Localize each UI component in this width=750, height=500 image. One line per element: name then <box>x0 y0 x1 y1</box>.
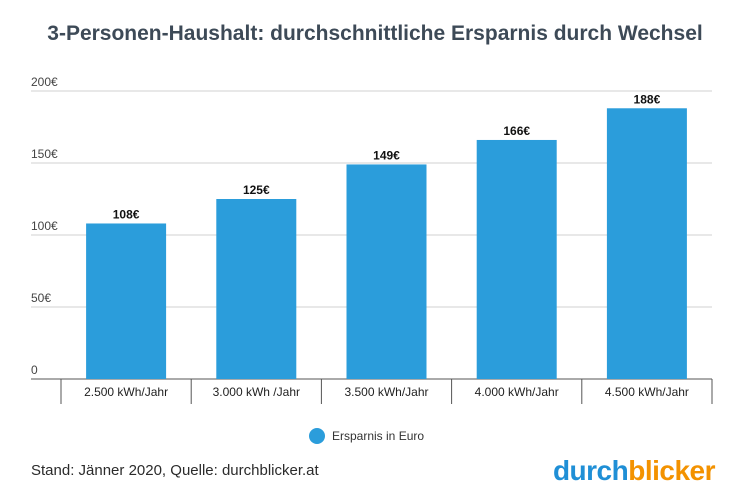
y-tick-label: 0 <box>31 363 38 377</box>
y-tick-label: 200€ <box>31 75 58 89</box>
legend-marker <box>309 428 325 444</box>
bar-data-label: 125€ <box>243 183 270 197</box>
y-tick-label: 150€ <box>31 147 58 161</box>
legend-label: Ersparnis in Euro <box>332 429 424 443</box>
x-tick-label: 3.500 kWh/Jahr <box>344 385 428 399</box>
x-tick-label: 4.500 kWh/Jahr <box>605 385 689 399</box>
bar <box>346 164 427 379</box>
chart-title: 3-Personen-Haushalt: durchschnittliche E… <box>47 22 703 45</box>
source-note: Stand: Jänner 2020, Quelle: durchblicker… <box>31 462 319 479</box>
bar-data-label: 166€ <box>503 124 530 138</box>
y-tick-label: 50€ <box>31 291 51 305</box>
bar-data-label: 149€ <box>373 148 400 162</box>
x-tick-label: 3.000 kWh /Jahr <box>213 385 300 399</box>
bar <box>86 223 167 379</box>
x-tick-label: 2.500 kWh/Jahr <box>84 385 168 399</box>
bar <box>476 139 557 379</box>
durchblicker-logo: durchblicker <box>552 455 716 487</box>
y-tick-label: 100€ <box>31 219 58 233</box>
bar-data-label: 188€ <box>634 92 661 106</box>
logo-text-blicker: blicker <box>628 455 715 486</box>
x-tick-label: 4.000 kWh/Jahr <box>475 385 559 399</box>
bar-data-label: 108€ <box>113 207 140 221</box>
bar <box>606 108 687 379</box>
bar <box>216 199 297 379</box>
logo-text-durch: durch <box>552 455 629 486</box>
bar-chart: 0 50€ 100€ 150€ 200€ 108€ 2.500 kWh/Jahr 125€ 3.… <box>31 75 713 444</box>
